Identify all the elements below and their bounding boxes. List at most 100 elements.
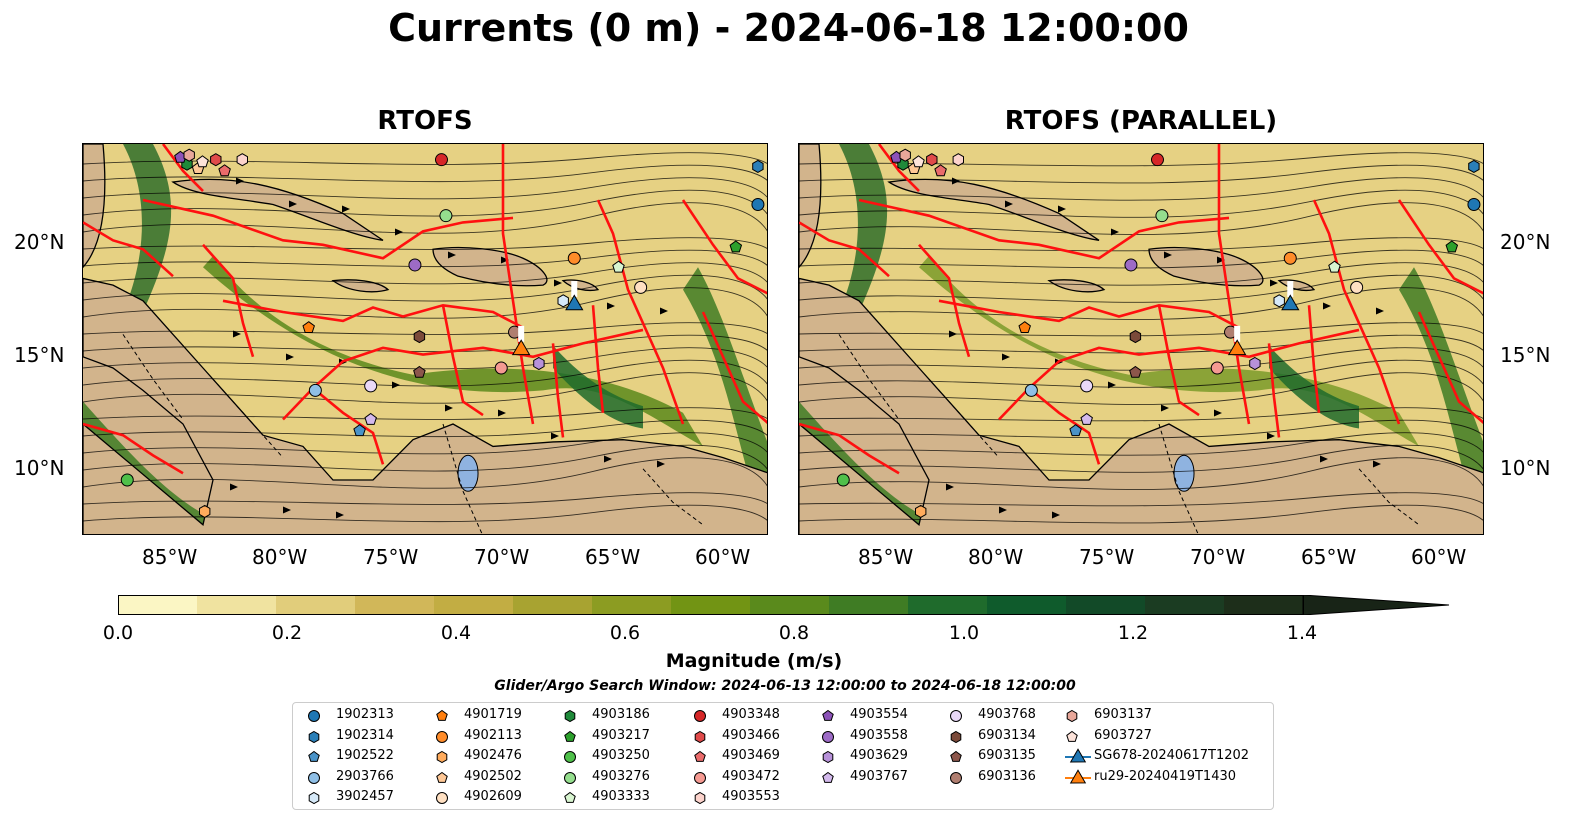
island-jamaica xyxy=(1047,279,1106,293)
legend-marker-icon xyxy=(694,710,706,722)
platform-marker xyxy=(899,148,911,162)
glider-marker xyxy=(565,294,584,311)
platform-marker xyxy=(413,365,426,378)
legend-marker-icon xyxy=(308,791,320,805)
platform-marker xyxy=(1080,379,1094,393)
streamline-arrow xyxy=(1217,256,1225,264)
streamline-arrow xyxy=(1320,455,1328,463)
streamline-arrow xyxy=(342,205,350,213)
legend-label: 4903348 xyxy=(722,707,780,722)
legend-label: 4901719 xyxy=(464,707,522,722)
streamline-arrow xyxy=(233,330,241,338)
legend-label: 4903554 xyxy=(850,707,908,722)
country-border xyxy=(642,468,704,526)
boundary-line xyxy=(591,305,605,413)
streamline xyxy=(799,492,1483,507)
streamline xyxy=(83,237,767,250)
legend-marker-icon xyxy=(950,750,962,762)
platform-marker xyxy=(1129,330,1142,344)
streamline-arrow xyxy=(1108,381,1116,389)
colorbar-segment xyxy=(1224,595,1304,615)
streamline xyxy=(799,419,1483,439)
platform-marker xyxy=(612,260,625,273)
country-border xyxy=(1358,468,1420,526)
streamline-arrow xyxy=(1214,409,1222,417)
boundary-line xyxy=(1307,305,1321,413)
boundary-line xyxy=(1217,144,1251,425)
legend-marker-icon xyxy=(564,751,576,763)
legend-symbol xyxy=(436,771,448,783)
y-tick-label: 15°N xyxy=(14,343,65,367)
platform-marker xyxy=(120,473,134,487)
streamline-arrow xyxy=(395,228,403,236)
legend-triangle xyxy=(1069,768,1087,784)
x-tick-label: 70°W xyxy=(474,545,530,569)
legend-marker-icon xyxy=(564,791,576,803)
streamline-arrow xyxy=(289,200,297,208)
platform-marker xyxy=(729,240,743,253)
current-magnitude-band xyxy=(123,144,172,312)
legend-symbol xyxy=(694,771,706,784)
boundary-line xyxy=(858,198,1230,260)
streamline xyxy=(799,237,1483,252)
legend-marker-icon xyxy=(694,791,706,805)
colorbar-tick: 0.4 xyxy=(440,622,472,644)
legend-marker-icon xyxy=(1066,730,1078,742)
legend-triangle xyxy=(1069,748,1087,763)
legend-marker-icon xyxy=(436,750,448,764)
boundary-line xyxy=(918,243,971,358)
colorbar-segment xyxy=(908,595,988,615)
streamline xyxy=(799,457,1483,490)
yucatan-land xyxy=(799,144,822,269)
legend-label: 6903134 xyxy=(978,727,1036,743)
legend-label: 4903186 xyxy=(592,707,650,722)
legend-symbol xyxy=(564,771,576,784)
platform-marker xyxy=(439,209,453,223)
streamline-arrow xyxy=(1323,302,1331,310)
boundary-line xyxy=(701,311,767,424)
colorbar-segment xyxy=(276,595,356,615)
platform-marker xyxy=(934,164,947,177)
colorbar-segment xyxy=(750,595,830,615)
platform-marker xyxy=(196,155,209,168)
legend-marker-icon xyxy=(564,709,576,723)
legend-symbol xyxy=(308,730,320,743)
colorbar-tick: 1.2 xyxy=(1117,622,1149,644)
legend-label: 4903768 xyxy=(978,707,1036,722)
colorbar-segment xyxy=(592,595,672,615)
streamline xyxy=(799,444,1483,473)
platform-marker xyxy=(1069,424,1082,437)
legend-marker-icon xyxy=(1065,748,1091,763)
legend-marker-icon xyxy=(564,730,576,742)
streamline-arrow xyxy=(1058,205,1066,213)
streamline-arrow xyxy=(1164,251,1172,259)
x-tick-label: 80°W xyxy=(252,545,308,569)
legend-label: 4903558 xyxy=(850,727,908,743)
colorbar-title: Magnitude (m/s) xyxy=(665,650,843,672)
legend-symbol xyxy=(950,730,962,743)
streamline-arrow xyxy=(230,483,238,491)
streamline-arrow xyxy=(501,256,509,264)
platform-marker xyxy=(926,153,938,167)
legend-label: ru29-20240419T1430 xyxy=(1094,768,1237,784)
country-border xyxy=(442,423,483,534)
platform-marker xyxy=(353,424,366,437)
platform-marker xyxy=(634,280,648,294)
legend-label: 4903333 xyxy=(592,789,650,804)
legend-marker-icon xyxy=(436,709,448,721)
boundary-line xyxy=(799,221,890,278)
legend-marker-icon xyxy=(436,792,448,804)
platform-marker xyxy=(236,153,248,167)
legend-symbol xyxy=(564,709,576,723)
platform-marker xyxy=(1249,356,1261,371)
platform-marker xyxy=(1273,294,1285,308)
platform-marker xyxy=(1150,153,1164,167)
island-jamaica xyxy=(331,279,390,293)
legend-symbol xyxy=(308,750,320,762)
streamline xyxy=(83,419,767,438)
platform-marker xyxy=(567,251,581,265)
boundary-line xyxy=(1157,305,1200,417)
x-tick-label: 85°W xyxy=(858,545,914,569)
legend-label: 4903217 xyxy=(592,727,650,743)
streamline xyxy=(799,504,1483,524)
